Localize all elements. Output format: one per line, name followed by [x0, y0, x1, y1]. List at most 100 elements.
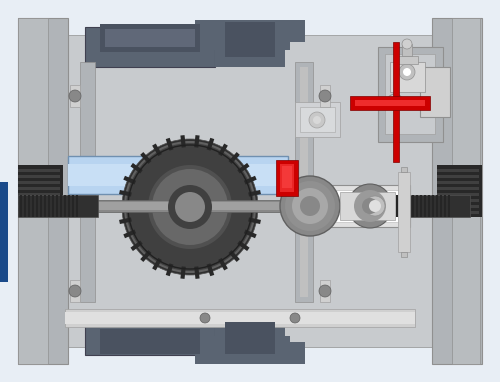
- Bar: [388, 195, 390, 217]
- Circle shape: [313, 116, 321, 124]
- Bar: [295, 102, 340, 137]
- Bar: [401, 167, 407, 172]
- Circle shape: [168, 185, 212, 229]
- Bar: [28, 195, 30, 217]
- Bar: [444, 195, 446, 217]
- Bar: [18, 18, 48, 364]
- Bar: [320, 85, 330, 107]
- Bar: [416, 195, 418, 217]
- Bar: [18, 18, 68, 364]
- Bar: [72, 195, 74, 217]
- Bar: [428, 195, 430, 217]
- Bar: [437, 187, 479, 190]
- Bar: [215, 315, 285, 355]
- Circle shape: [348, 184, 392, 228]
- Bar: [398, 172, 410, 252]
- Circle shape: [290, 313, 300, 323]
- Circle shape: [399, 64, 415, 80]
- Bar: [404, 195, 406, 217]
- Bar: [380, 195, 382, 217]
- Bar: [437, 199, 479, 202]
- Circle shape: [280, 176, 340, 236]
- Bar: [335, 190, 405, 222]
- Bar: [350, 195, 470, 217]
- Bar: [448, 195, 450, 217]
- Circle shape: [362, 198, 378, 214]
- Bar: [300, 67, 308, 297]
- Bar: [452, 18, 480, 364]
- Bar: [420, 195, 422, 217]
- Circle shape: [390, 97, 400, 107]
- Circle shape: [403, 68, 411, 76]
- Bar: [70, 280, 80, 302]
- Bar: [80, 62, 95, 302]
- Bar: [18, 211, 60, 214]
- Bar: [396, 56, 418, 64]
- Bar: [437, 193, 479, 196]
- Bar: [432, 18, 482, 364]
- Bar: [18, 195, 98, 217]
- Bar: [56, 195, 58, 217]
- Bar: [437, 211, 479, 214]
- Circle shape: [69, 90, 81, 102]
- Bar: [225, 22, 275, 57]
- Bar: [355, 100, 425, 106]
- Bar: [390, 62, 425, 92]
- Circle shape: [285, 181, 335, 231]
- Bar: [215, 22, 285, 67]
- Circle shape: [128, 145, 252, 269]
- Bar: [68, 156, 288, 194]
- Bar: [352, 195, 354, 217]
- Bar: [70, 85, 80, 107]
- Bar: [408, 195, 410, 217]
- Bar: [68, 195, 70, 217]
- Circle shape: [69, 285, 81, 297]
- Bar: [437, 181, 479, 184]
- Circle shape: [148, 165, 232, 249]
- Bar: [55, 202, 445, 210]
- Bar: [437, 175, 479, 178]
- Bar: [18, 165, 63, 217]
- Bar: [220, 48, 280, 62]
- Bar: [68, 164, 288, 186]
- Bar: [356, 195, 358, 217]
- Bar: [210, 336, 290, 354]
- Bar: [48, 195, 50, 217]
- Bar: [64, 195, 66, 217]
- Bar: [432, 195, 434, 217]
- Bar: [437, 205, 479, 208]
- Bar: [65, 312, 415, 324]
- Circle shape: [125, 142, 255, 272]
- Bar: [437, 165, 482, 217]
- Bar: [85, 27, 215, 67]
- Bar: [320, 280, 330, 302]
- Bar: [401, 252, 407, 257]
- Bar: [36, 195, 38, 217]
- Bar: [195, 20, 305, 42]
- Bar: [412, 195, 414, 217]
- Bar: [105, 29, 195, 47]
- Bar: [18, 169, 60, 172]
- Bar: [364, 195, 366, 217]
- Bar: [18, 193, 60, 196]
- Circle shape: [292, 188, 328, 224]
- Bar: [60, 195, 62, 217]
- Bar: [420, 67, 450, 117]
- Bar: [195, 342, 305, 364]
- Bar: [396, 195, 398, 217]
- Bar: [282, 166, 292, 188]
- Bar: [20, 195, 22, 217]
- Bar: [24, 195, 26, 217]
- Bar: [385, 54, 435, 134]
- Circle shape: [319, 285, 331, 297]
- Bar: [424, 195, 426, 217]
- Circle shape: [200, 313, 210, 323]
- Bar: [280, 164, 294, 192]
- Circle shape: [122, 139, 258, 275]
- Bar: [402, 44, 412, 56]
- Bar: [100, 24, 200, 52]
- Bar: [276, 160, 298, 196]
- Circle shape: [402, 39, 412, 49]
- Bar: [18, 175, 60, 178]
- Circle shape: [175, 192, 205, 222]
